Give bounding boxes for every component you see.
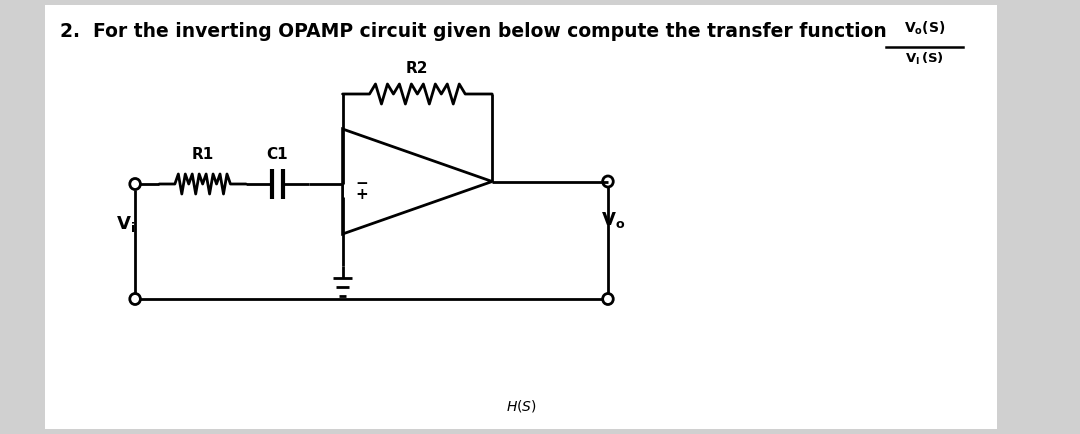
- Text: 2.  For the inverting OPAMP circuit given below compute the transfer function: 2. For the inverting OPAMP circuit given…: [59, 22, 887, 41]
- Text: $\mathbf{V_i}$: $\mathbf{V_i}$: [116, 214, 135, 234]
- FancyBboxPatch shape: [45, 5, 997, 429]
- Text: $\mathbf{-}$: $\mathbf{-}$: [355, 174, 368, 188]
- Text: $\mathbf{V_o(S)}$: $\mathbf{V_o(S)}$: [904, 20, 945, 37]
- Text: R2: R2: [406, 61, 429, 76]
- Text: $H(S)$: $H(S)$: [505, 398, 537, 414]
- Text: R1: R1: [191, 147, 214, 162]
- Text: $\mathbf{V_I\,(S)}$: $\mathbf{V_I\,(S)}$: [905, 51, 944, 67]
- Text: $\mathbf{V_o}$: $\mathbf{V_o}$: [600, 210, 625, 230]
- Text: $\mathbf{+}$: $\mathbf{+}$: [355, 187, 368, 202]
- Text: C1: C1: [267, 147, 288, 162]
